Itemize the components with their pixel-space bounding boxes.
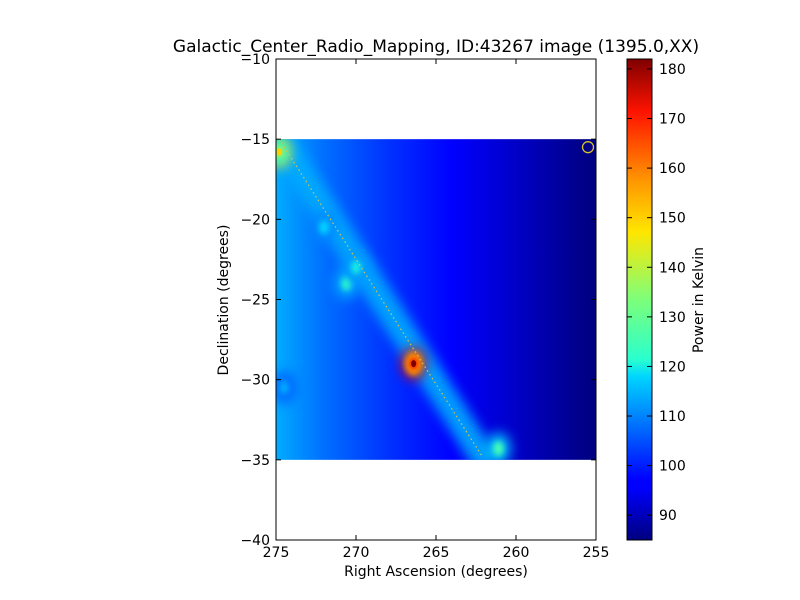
plot-area: 275 270 265 260 255 −10 −15 −20 −25 −30 −35 −40 (240, 52, 609, 561)
y-axis-label: Declination (degrees) (216, 225, 232, 376)
x-axis: 275 270 265 260 255 (263, 59, 610, 561)
colorbar-tick-label-5: 140 (659, 260, 686, 276)
y-tick-label-4: −30 (240, 373, 270, 389)
colorbar-tick-label-3: 120 (659, 359, 686, 375)
y-tick-label-0: −10 (240, 52, 270, 68)
colorbar-tick-label-6: 150 (659, 211, 686, 227)
source-3 (344, 251, 368, 284)
source-0 (401, 347, 426, 380)
colorbar-ticks: 90 100 110 120 130 140 150 160 170 180 (627, 62, 686, 524)
y-axis: −10 −15 −20 −25 −30 −35 −40 (240, 52, 596, 549)
colorbar: 90 100 110 120 130 140 150 160 170 180 (626, 58, 686, 541)
source-1 (276, 139, 292, 168)
colorbar-tick-label-8: 170 (659, 112, 686, 128)
heatmap-sources (276, 139, 511, 460)
x-tick-label-3: 260 (503, 545, 530, 561)
colorbar-tick-label-2: 110 (659, 409, 686, 425)
colorbar-tick-label-9: 180 (659, 62, 686, 78)
x-tick-label-1: 270 (343, 545, 370, 561)
y-tick-label-3: −25 (240, 293, 270, 309)
x-tick-label-0: 275 (263, 545, 290, 561)
colorbar-tick-label-0: 90 (659, 508, 677, 524)
chart-title: Galactic_Center_Radio_Mapping, ID:43267 … (173, 37, 699, 57)
source-5 (486, 432, 511, 460)
colorbar-tick-label-4: 130 (659, 310, 686, 326)
colorbar-label: Power in Kelvin (691, 247, 707, 353)
plane-emission (276, 139, 496, 460)
y-tick-label-5: −35 (240, 453, 270, 469)
colorbar-tick-label-7: 160 (659, 161, 686, 177)
y-tick-label-1: −15 (240, 132, 270, 148)
source-4 (312, 211, 336, 244)
x-axis-label: Right Ascension (degrees) (344, 564, 528, 580)
y-tick-label-6: −40 (240, 533, 270, 549)
colorbar-scale (626, 58, 653, 541)
x-tick-label-4: 255 (583, 545, 610, 561)
y-tick-label-2: −20 (240, 212, 270, 228)
x-tick-label-2: 265 (423, 545, 450, 561)
position-marker (581, 141, 595, 154)
colorbar-tick-label-1: 100 (659, 459, 686, 475)
